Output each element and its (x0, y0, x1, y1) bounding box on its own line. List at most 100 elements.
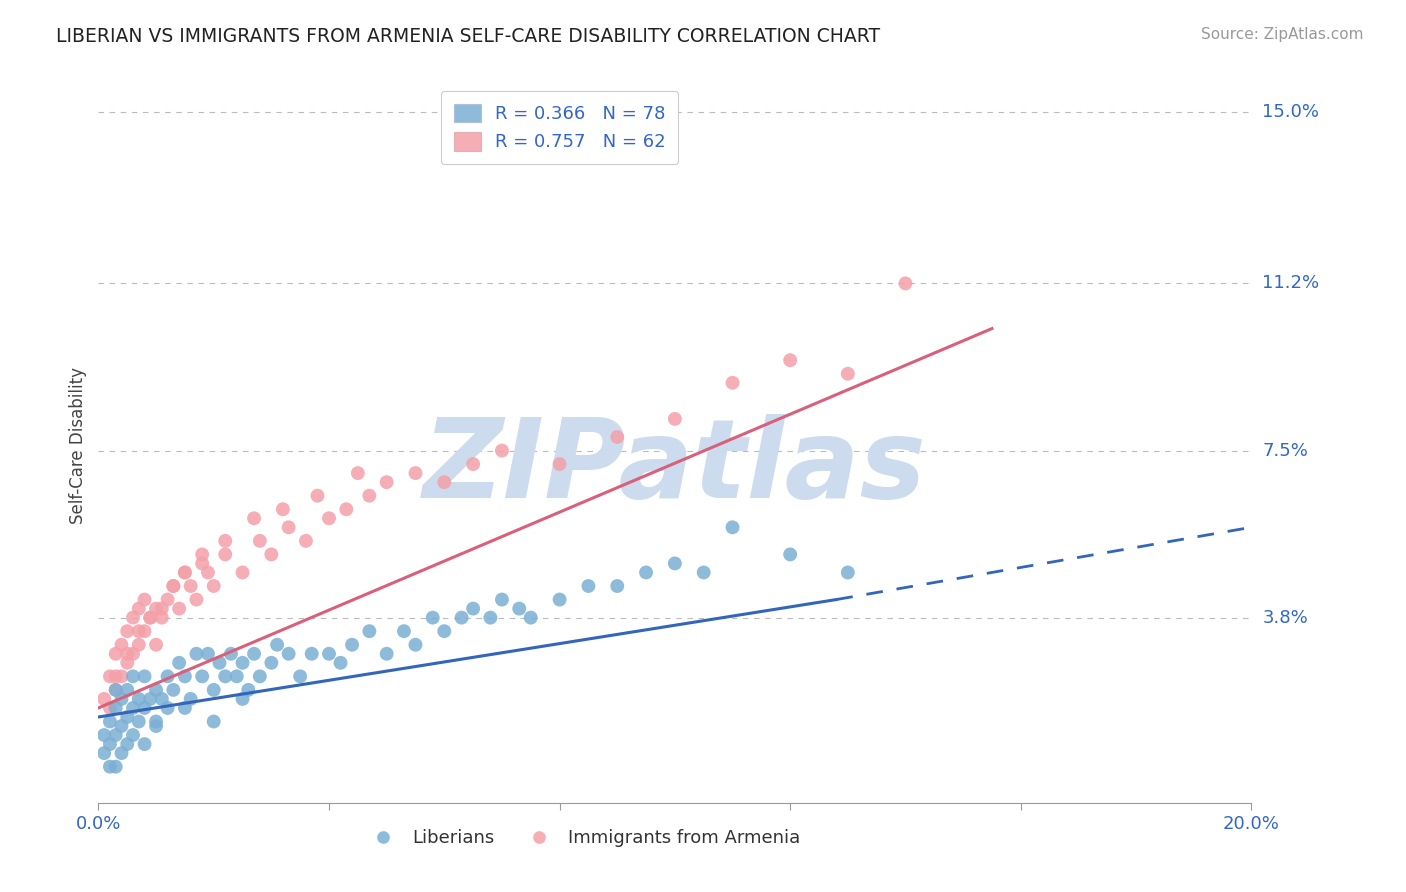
Point (214, 548, 236, 562)
Text: Source: ZipAtlas.com: Source: ZipAtlas.com (1201, 27, 1364, 42)
Point (271, 502, 294, 516)
Point (491, 592, 513, 607)
Point (359, 624, 381, 639)
Point (180, 692, 202, 706)
Point (318, 647, 340, 661)
Point (104, 647, 127, 661)
Point (186, 592, 208, 607)
Point (98, 714, 121, 729)
Point (98, 701, 121, 715)
Point (606, 579, 628, 593)
Point (225, 669, 247, 683)
Point (450, 610, 472, 624)
Point (104, 701, 127, 715)
Point (191, 557, 214, 571)
Point (461, 457, 484, 471)
Point (295, 533, 318, 548)
Point (128, 692, 150, 706)
Text: 11.2%: 11.2% (1263, 275, 1320, 293)
Point (98, 759, 121, 773)
Point (117, 682, 139, 697)
Point (837, 566, 859, 580)
Point (238, 682, 260, 697)
Point (636, 566, 658, 580)
Point (139, 692, 162, 706)
Point (433, 475, 456, 490)
Point (318, 511, 340, 525)
Point (231, 566, 254, 580)
Point (405, 466, 427, 480)
Point (145, 719, 167, 733)
Point (122, 728, 145, 742)
Point (307, 489, 329, 503)
Point (110, 692, 132, 706)
Point (664, 412, 686, 426)
Point (375, 475, 398, 490)
Point (520, 610, 543, 624)
Point (104, 759, 127, 773)
Text: 3.8%: 3.8% (1263, 608, 1308, 626)
Point (277, 647, 299, 661)
Point (606, 430, 628, 444)
Point (208, 656, 231, 670)
Point (122, 701, 145, 715)
Point (335, 502, 357, 516)
Point (779, 548, 801, 562)
Point (110, 719, 132, 733)
Point (128, 638, 150, 652)
Point (266, 638, 288, 652)
Point (122, 669, 145, 683)
Point (392, 624, 415, 639)
Point (548, 457, 571, 471)
Point (191, 548, 214, 562)
Point (128, 624, 150, 639)
Point (219, 647, 242, 661)
Y-axis label: Self-Care Disability: Self-Care Disability (69, 368, 87, 524)
Point (837, 367, 859, 381)
Point (191, 669, 214, 683)
Point (197, 647, 219, 661)
Point (243, 647, 266, 661)
Point (231, 692, 254, 706)
Point (134, 624, 156, 639)
Point (134, 701, 156, 715)
Point (693, 566, 716, 580)
Point (405, 638, 427, 652)
Point (214, 533, 236, 548)
Point (329, 656, 352, 670)
Point (145, 714, 167, 729)
Point (174, 669, 197, 683)
Point (104, 728, 127, 742)
Point (156, 669, 179, 683)
Point (346, 466, 368, 480)
Point (167, 601, 190, 615)
Point (664, 557, 686, 571)
Point (110, 669, 132, 683)
Point (197, 566, 219, 580)
Point (277, 520, 299, 534)
Point (340, 638, 363, 652)
Point (134, 669, 156, 683)
Text: 7.5%: 7.5% (1263, 442, 1309, 459)
Point (479, 610, 502, 624)
Point (548, 592, 571, 607)
Point (145, 638, 167, 652)
Point (117, 737, 139, 751)
Point (150, 610, 173, 624)
Point (301, 647, 323, 661)
Point (202, 682, 225, 697)
Point (104, 682, 127, 697)
Point (422, 610, 444, 624)
Point (162, 579, 184, 593)
Point (894, 277, 917, 291)
Point (98, 669, 121, 683)
Point (214, 669, 236, 683)
Text: LIBERIAN VS IMMIGRANTS FROM ARMENIA SELF-CARE DISABILITY CORRELATION CHART: LIBERIAN VS IMMIGRANTS FROM ARMENIA SELF… (56, 27, 880, 45)
Point (202, 579, 225, 593)
Point (117, 624, 139, 639)
Point (249, 533, 271, 548)
Point (93, 692, 115, 706)
Point (117, 656, 139, 670)
Point (779, 353, 801, 368)
Point (150, 601, 173, 615)
